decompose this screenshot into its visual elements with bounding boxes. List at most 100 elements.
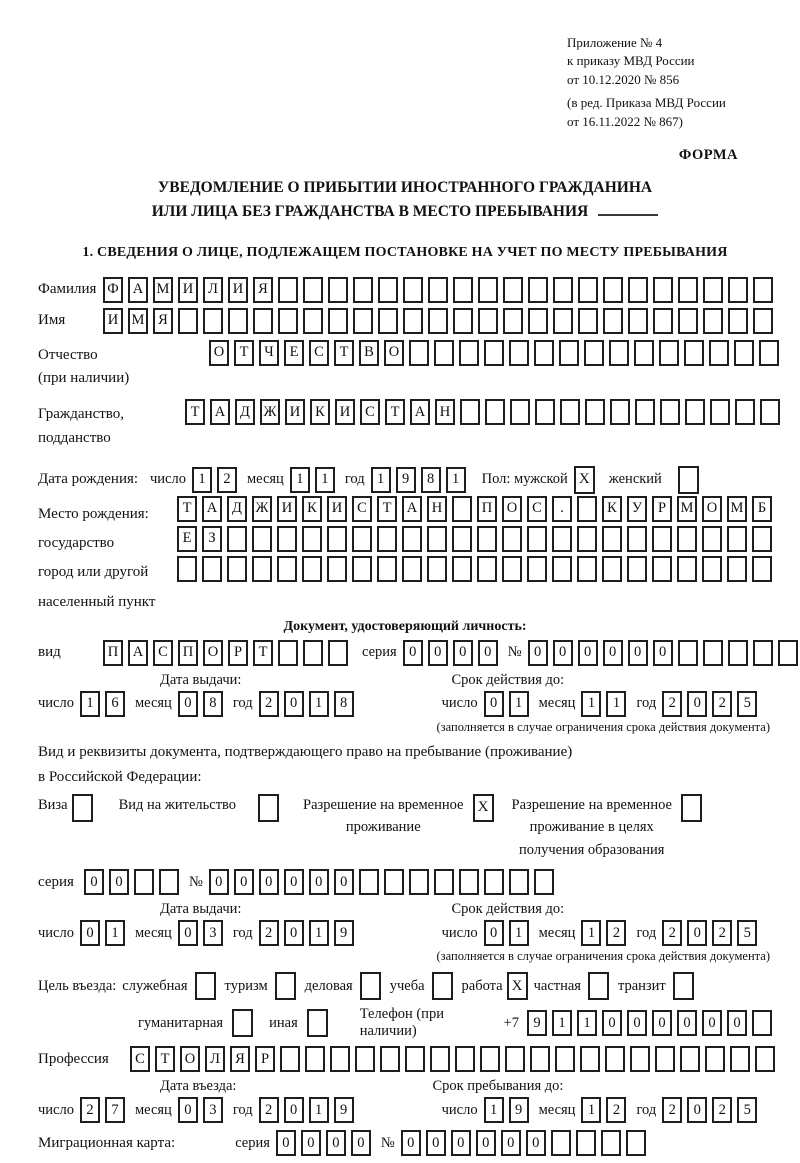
char-cell[interactable]: О	[502, 495, 522, 522]
char-cell[interactable]: 0	[275, 1130, 296, 1157]
char-cell[interactable]	[527, 555, 547, 582]
char-cell[interactable]	[703, 307, 723, 334]
char-cell[interactable]	[202, 555, 222, 582]
char-cell[interactable]	[659, 339, 679, 366]
char-cell[interactable]	[552, 525, 572, 552]
char-cell[interactable]	[534, 339, 554, 366]
char-cell[interactable]	[625, 1130, 646, 1157]
female-checkbox[interactable]	[677, 465, 699, 494]
char-cell[interactable]	[453, 307, 473, 334]
char-cell[interactable]	[452, 525, 472, 552]
char-cell[interactable]	[403, 307, 423, 334]
char-cell[interactable]: 0	[208, 869, 229, 896]
char-cell[interactable]	[278, 276, 298, 303]
private-checkbox[interactable]	[587, 972, 609, 1001]
char-cell[interactable]: С	[360, 399, 380, 426]
char-cell[interactable]: 8	[333, 690, 354, 717]
char-cell[interactable]: О	[384, 339, 404, 366]
char-cell[interactable]: 0	[687, 1097, 708, 1124]
char-cell[interactable]: 2	[712, 690, 733, 717]
char-cell[interactable]: 0	[727, 1010, 747, 1037]
char-cell[interactable]	[405, 1046, 425, 1073]
char-cell[interactable]: 5	[737, 920, 758, 947]
char-cell[interactable]	[178, 307, 198, 334]
char-cell[interactable]: 0	[300, 1130, 321, 1157]
char-cell[interactable]	[133, 869, 154, 896]
char-cell[interactable]: 2	[258, 1097, 279, 1124]
char-cell[interactable]: 0	[79, 920, 100, 947]
char-cell[interactable]: С	[153, 639, 173, 666]
char-cell[interactable]	[705, 1046, 725, 1073]
char-cell[interactable]: Л	[205, 1046, 225, 1073]
char-cell[interactable]: К	[310, 399, 330, 426]
char-cell[interactable]: Н	[435, 399, 455, 426]
char-cell[interactable]: Я	[253, 276, 273, 303]
char-cell[interactable]: 0	[177, 920, 198, 947]
char-cell[interactable]	[727, 639, 748, 666]
work-checkbox[interactable]: X	[506, 972, 528, 1001]
char-cell[interactable]: 9	[508, 1097, 529, 1124]
char-cell[interactable]	[252, 555, 272, 582]
char-cell[interactable]: 0	[177, 1097, 198, 1124]
char-cell[interactable]	[628, 307, 648, 334]
char-cell[interactable]	[477, 555, 497, 582]
char-cell[interactable]	[685, 399, 705, 426]
char-cell[interactable]: 2	[662, 690, 683, 717]
char-cell[interactable]	[752, 525, 772, 552]
char-cell[interactable]	[358, 869, 379, 896]
char-cell[interactable]	[302, 555, 322, 582]
residence-permit-checkbox[interactable]	[258, 793, 280, 822]
char-cell[interactable]	[580, 1046, 600, 1073]
char-cell[interactable]: 1	[79, 690, 100, 717]
char-cell[interactable]	[409, 339, 429, 366]
char-cell[interactable]: М	[727, 495, 747, 522]
char-cell[interactable]	[227, 555, 247, 582]
char-cell[interactable]	[477, 525, 497, 552]
char-cell[interactable]: П	[103, 639, 123, 666]
char-cell[interactable]: И	[228, 276, 248, 303]
transit-checkbox[interactable]	[672, 972, 694, 1001]
char-cell[interactable]	[702, 639, 723, 666]
char-cell[interactable]: Н	[427, 495, 447, 522]
char-cell[interactable]	[433, 869, 454, 896]
char-cell[interactable]	[603, 307, 623, 334]
char-cell[interactable]: 1	[445, 466, 466, 493]
char-cell[interactable]	[553, 276, 573, 303]
char-cell[interactable]	[228, 307, 248, 334]
char-cell[interactable]: 1	[289, 466, 310, 493]
char-cell[interactable]	[403, 276, 423, 303]
char-cell[interactable]	[680, 1046, 700, 1073]
char-cell[interactable]	[452, 555, 472, 582]
char-cell[interactable]	[428, 276, 448, 303]
char-cell[interactable]	[408, 869, 429, 896]
char-cell[interactable]: 0	[483, 920, 504, 947]
char-cell[interactable]	[602, 555, 622, 582]
char-cell[interactable]	[505, 1046, 525, 1073]
char-cell[interactable]	[434, 339, 454, 366]
char-cell[interactable]	[510, 399, 530, 426]
char-cell[interactable]: М	[677, 495, 697, 522]
char-cell[interactable]: М	[128, 307, 148, 334]
char-cell[interactable]	[478, 276, 498, 303]
char-cell[interactable]	[530, 1046, 550, 1073]
char-cell[interactable]	[560, 399, 580, 426]
char-cell[interactable]	[353, 276, 373, 303]
char-cell[interactable]: 1	[552, 1010, 572, 1037]
char-cell[interactable]	[605, 1046, 625, 1073]
char-cell[interactable]: 1	[314, 466, 335, 493]
char-cell[interactable]	[550, 1130, 571, 1157]
char-cell[interactable]	[600, 1130, 621, 1157]
char-cell[interactable]: 2	[258, 920, 279, 947]
char-cell[interactable]: 5	[737, 690, 758, 717]
char-cell[interactable]	[460, 399, 480, 426]
char-cell[interactable]	[752, 1010, 772, 1037]
char-cell[interactable]: Е	[177, 525, 197, 552]
char-cell[interactable]	[734, 339, 754, 366]
char-cell[interactable]: 0	[177, 690, 198, 717]
char-cell[interactable]	[227, 525, 247, 552]
char-cell[interactable]: В	[359, 339, 379, 366]
char-cell[interactable]	[552, 555, 572, 582]
char-cell[interactable]	[527, 525, 547, 552]
char-cell[interactable]	[727, 525, 747, 552]
char-cell[interactable]	[485, 399, 505, 426]
